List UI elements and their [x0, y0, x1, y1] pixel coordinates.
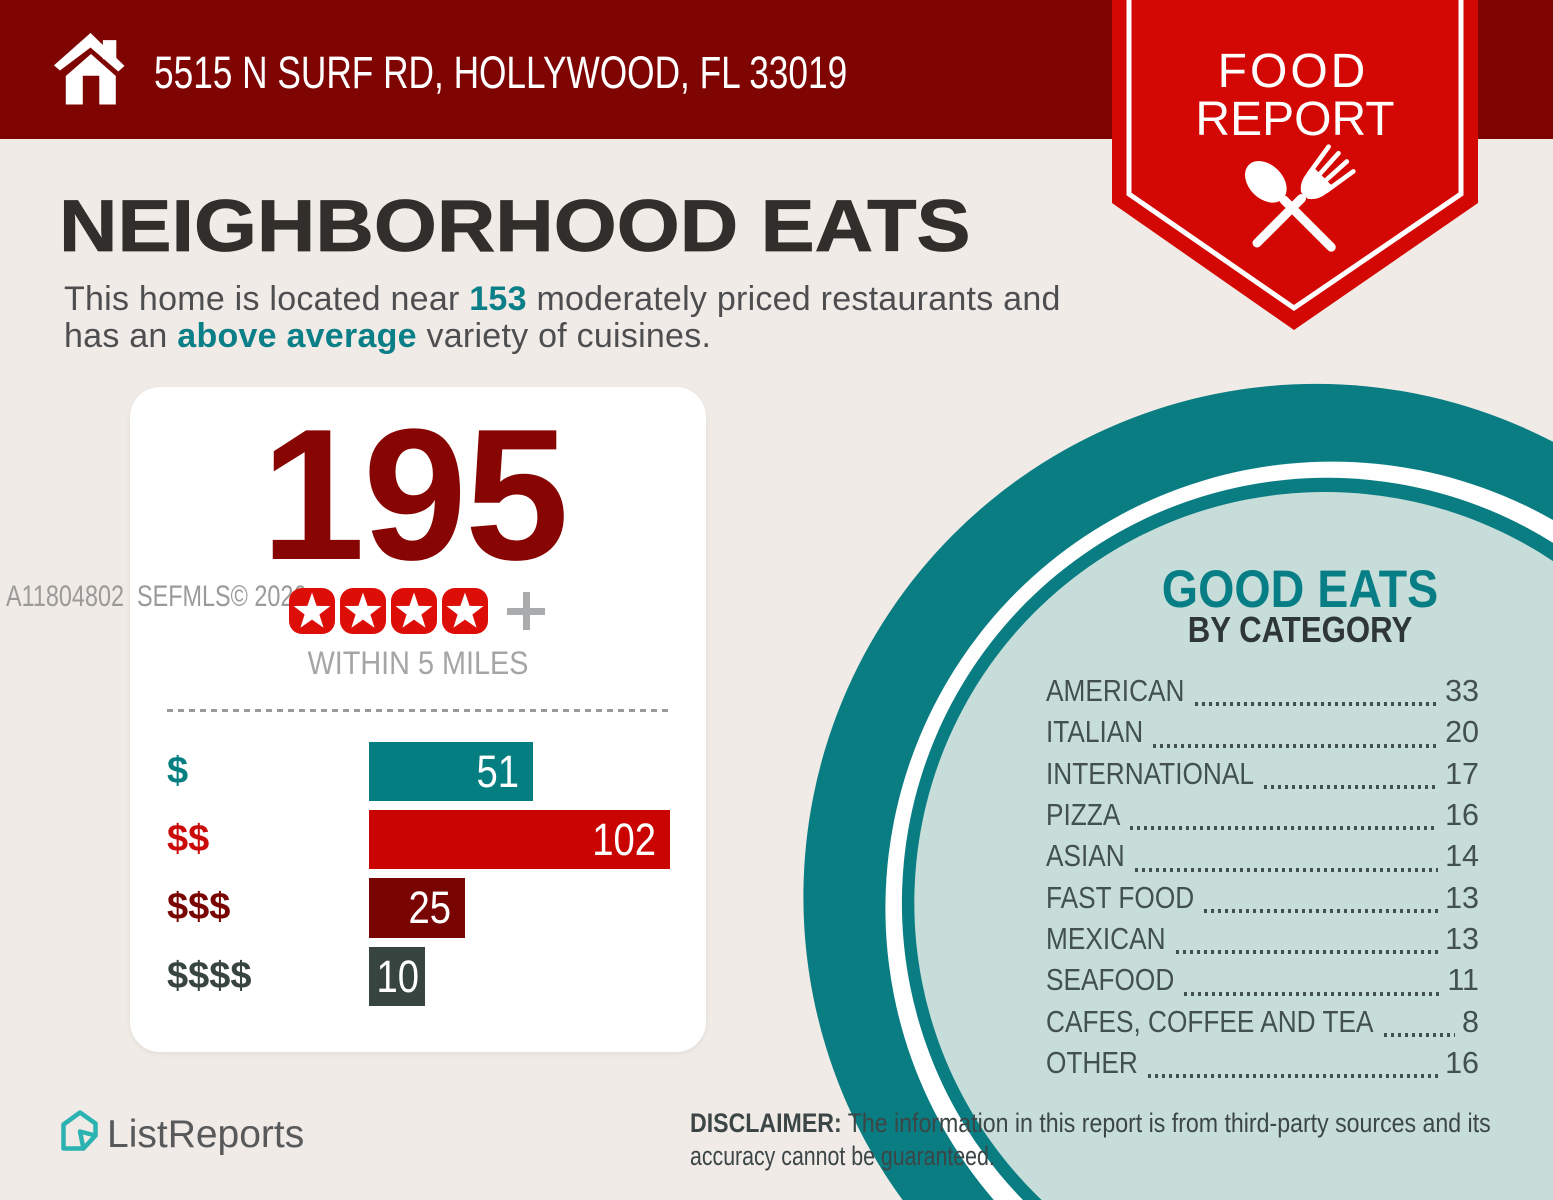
svg-text:FOOD: FOOD: [1218, 45, 1369, 98]
svg-text:REPORT: REPORT: [1195, 93, 1394, 146]
